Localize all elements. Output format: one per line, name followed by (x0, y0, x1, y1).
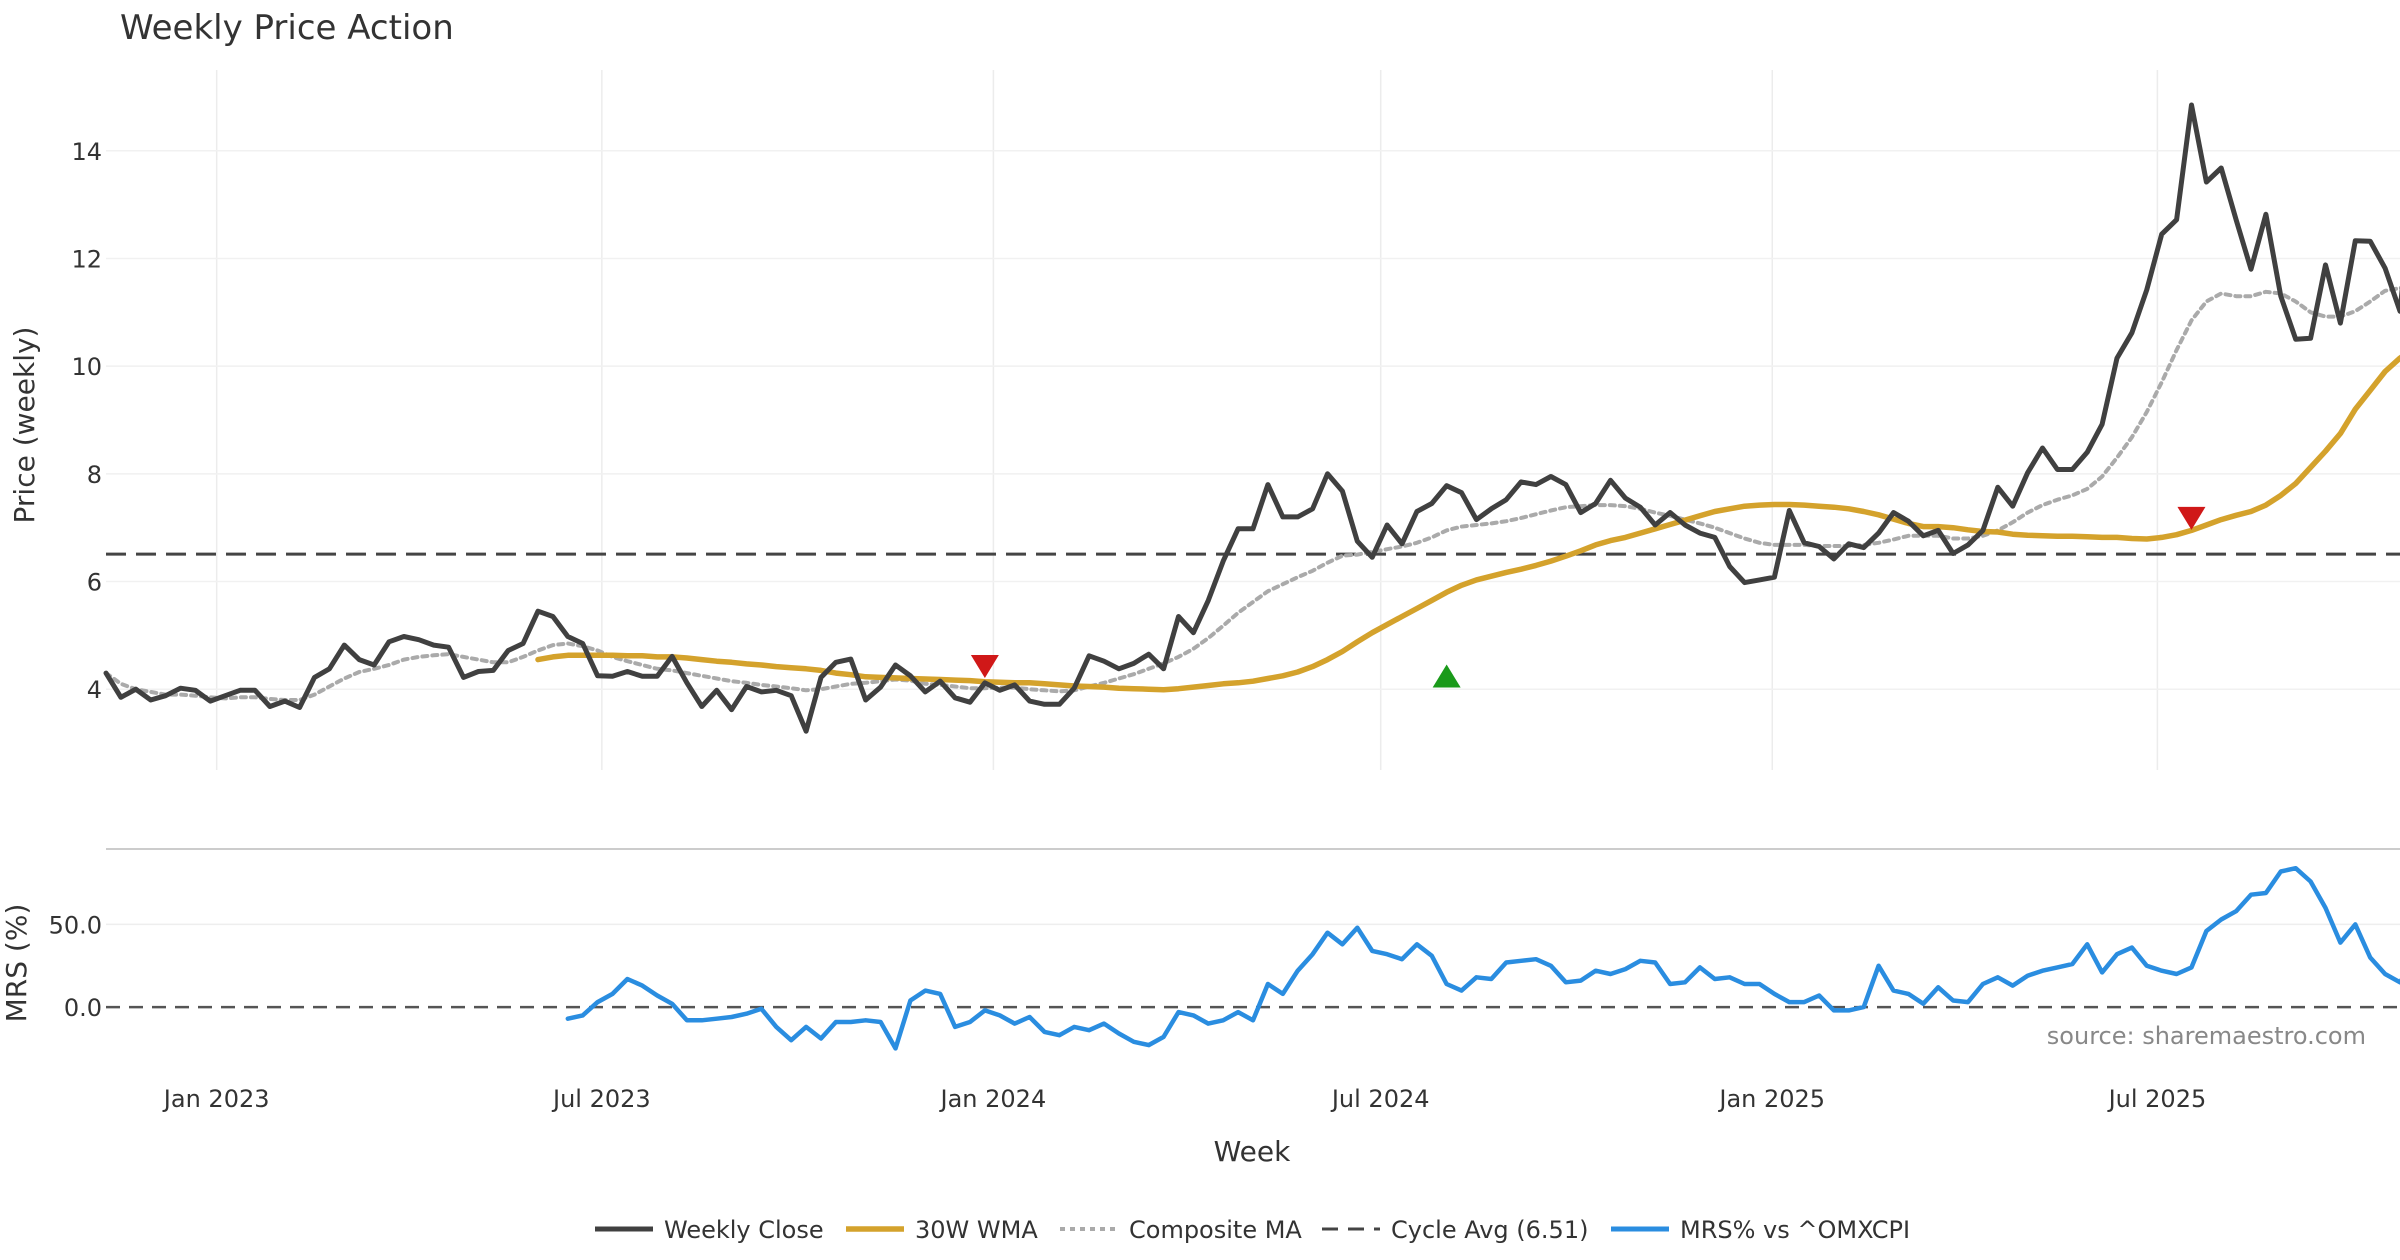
price-gridlines (106, 70, 2400, 770)
legend-label-composite: Composite MA (1129, 1216, 1302, 1244)
wma-30w-line (535, 354, 2400, 693)
price-y-tick-label: 8 (87, 461, 102, 489)
x-ticks: Jan 2023 Jul 2023 Jan 2024 Jul 2024 Jan 2025… (162, 1085, 2206, 1113)
legend: Weekly Close 30W WMA Composite MA Cycle Avg… (595, 1216, 1910, 1244)
mrs-y-tick-label: 50.0 (49, 911, 102, 939)
price-y-tick-label: 4 (87, 676, 102, 704)
mrs-series-group (565, 865, 2400, 1051)
legend-label-mrs: MRS% vs ^OMXCPI (1680, 1216, 1910, 1244)
composite-ma-line (104, 285, 2400, 702)
source-note: source: sharemaestro.com (2047, 1022, 2366, 1050)
x-tick-label: Jul 2025 (2107, 1085, 2207, 1113)
price-y-tick-label: 10 (71, 353, 102, 381)
mrs-line (565, 865, 2400, 1051)
mrs-gridlines (106, 923, 2400, 1009)
mrs-y-ticks: 0.0 50.0 (49, 911, 102, 1022)
mrs-y-axis-label: MRS (%) (0, 904, 33, 1023)
x-tick-label: Jan 2024 (939, 1085, 1047, 1113)
signal-markers (970, 506, 2206, 688)
buy-signal-marker (1432, 664, 1461, 688)
sell-signal-marker (970, 655, 999, 678)
price-y-tick-label: 12 (71, 245, 102, 273)
price-y-axis-label: Price (weekly) (8, 327, 41, 524)
price-y-tick-label: 6 (87, 569, 102, 597)
x-axis-label: Week (1214, 1135, 1291, 1168)
legend-label-wma: 30W WMA (915, 1216, 1038, 1244)
x-tick-label: Jan 2023 (162, 1085, 270, 1113)
legend-label-close: Weekly Close (664, 1216, 824, 1244)
sell-signal-marker (2177, 506, 2206, 530)
chart-title: Weekly Price Action (120, 8, 454, 48)
price-y-tick-label: 14 (71, 138, 102, 166)
x-tick-label: Jul 2023 (551, 1085, 651, 1113)
x-tick-label: Jan 2025 (1717, 1085, 1825, 1113)
legend-label-cycle: Cycle Avg (6.51) (1391, 1216, 1588, 1244)
price-y-ticks: 4 6 8 10 12 14 (71, 138, 102, 704)
mrs-y-tick-label: 0.0 (64, 994, 102, 1022)
weekly-close-line (103, 102, 2400, 734)
price-series-group (103, 102, 2400, 734)
x-tick-label: Jul 2024 (1330, 1085, 1430, 1113)
